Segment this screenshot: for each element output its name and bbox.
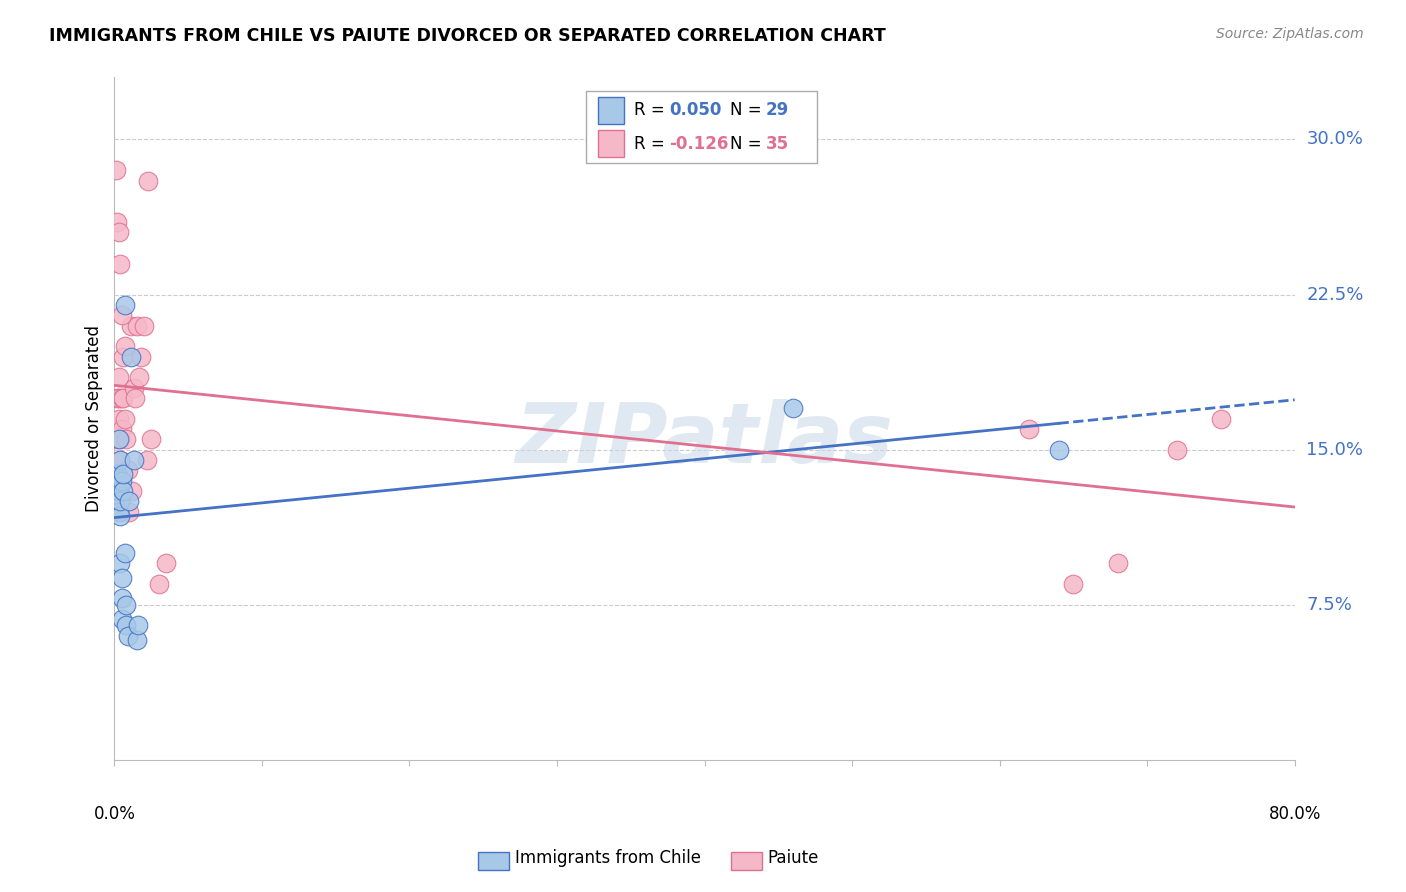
Point bbox=[148, 577, 170, 591]
Text: 7.5%: 7.5% bbox=[1306, 596, 1353, 614]
Point bbox=[1062, 577, 1084, 591]
Point bbox=[108, 432, 131, 446]
Point bbox=[1107, 556, 1129, 570]
Point bbox=[105, 480, 128, 494]
Point bbox=[124, 391, 146, 405]
Point bbox=[114, 298, 136, 312]
Point bbox=[122, 453, 145, 467]
Point bbox=[111, 474, 134, 488]
Text: 15.0%: 15.0% bbox=[1306, 441, 1364, 458]
Point bbox=[132, 318, 155, 333]
Point bbox=[155, 556, 177, 570]
Point bbox=[108, 226, 131, 240]
Text: R =: R = bbox=[634, 101, 669, 120]
Point bbox=[120, 350, 142, 364]
Text: Paiute: Paiute bbox=[768, 849, 820, 867]
Text: 22.5%: 22.5% bbox=[1306, 285, 1364, 303]
Text: 35: 35 bbox=[766, 135, 789, 153]
Point bbox=[105, 391, 128, 405]
FancyBboxPatch shape bbox=[599, 96, 624, 124]
Text: 80.0%: 80.0% bbox=[1268, 805, 1320, 823]
Point bbox=[110, 556, 132, 570]
Text: Immigrants from Chile: Immigrants from Chile bbox=[515, 849, 700, 867]
Point bbox=[108, 370, 131, 384]
Point bbox=[111, 422, 134, 436]
Point bbox=[138, 174, 160, 188]
Point bbox=[117, 463, 139, 477]
Point bbox=[125, 632, 148, 647]
Point bbox=[118, 494, 141, 508]
Point bbox=[108, 411, 131, 425]
Point bbox=[111, 391, 134, 405]
Point bbox=[104, 474, 127, 488]
Text: ZIPatlas: ZIPatlas bbox=[516, 399, 893, 480]
Text: 0.050: 0.050 bbox=[669, 101, 721, 120]
Point bbox=[114, 546, 136, 560]
Point bbox=[120, 318, 142, 333]
Text: N =: N = bbox=[731, 135, 768, 153]
Point bbox=[112, 350, 135, 364]
Point bbox=[115, 432, 138, 446]
Point bbox=[118, 505, 141, 519]
Point bbox=[108, 483, 131, 498]
Point bbox=[135, 453, 157, 467]
Point bbox=[105, 215, 128, 229]
Point bbox=[105, 467, 128, 482]
Point bbox=[110, 432, 132, 446]
Point bbox=[110, 256, 132, 270]
Point bbox=[112, 391, 135, 405]
Point bbox=[115, 598, 138, 612]
Point bbox=[105, 422, 128, 436]
Point bbox=[104, 163, 127, 178]
Point bbox=[110, 494, 132, 508]
FancyBboxPatch shape bbox=[586, 91, 817, 162]
Point bbox=[111, 612, 134, 626]
Point bbox=[110, 453, 132, 467]
Point bbox=[782, 401, 804, 416]
Point bbox=[117, 629, 139, 643]
Point bbox=[114, 339, 136, 353]
Point bbox=[112, 467, 135, 482]
Text: Source: ZipAtlas.com: Source: ZipAtlas.com bbox=[1216, 27, 1364, 41]
Point bbox=[1047, 442, 1070, 457]
Point bbox=[1166, 442, 1188, 457]
Point bbox=[1209, 411, 1232, 425]
Point bbox=[127, 618, 149, 632]
Point bbox=[114, 411, 136, 425]
Text: 29: 29 bbox=[766, 101, 789, 120]
Point bbox=[108, 505, 131, 519]
Point bbox=[111, 308, 134, 322]
Point bbox=[112, 483, 135, 498]
Text: N =: N = bbox=[731, 101, 768, 120]
FancyBboxPatch shape bbox=[599, 130, 624, 157]
Point bbox=[115, 618, 138, 632]
Point bbox=[111, 591, 134, 606]
Point bbox=[121, 483, 143, 498]
Text: -0.126: -0.126 bbox=[669, 135, 728, 153]
Text: 30.0%: 30.0% bbox=[1306, 130, 1364, 148]
Point bbox=[129, 350, 152, 364]
Point bbox=[105, 488, 128, 502]
Point bbox=[110, 508, 132, 523]
Point bbox=[125, 318, 148, 333]
Point bbox=[128, 370, 150, 384]
Point bbox=[110, 453, 132, 467]
Text: R =: R = bbox=[634, 135, 669, 153]
Point bbox=[1018, 422, 1040, 436]
Point bbox=[122, 380, 145, 394]
Point bbox=[111, 571, 134, 585]
Text: IMMIGRANTS FROM CHILE VS PAIUTE DIVORCED OR SEPARATED CORRELATION CHART: IMMIGRANTS FROM CHILE VS PAIUTE DIVORCED… bbox=[49, 27, 886, 45]
Point bbox=[108, 391, 131, 405]
Point bbox=[104, 432, 127, 446]
Text: 0.0%: 0.0% bbox=[93, 805, 135, 823]
Y-axis label: Divorced or Separated: Divorced or Separated bbox=[86, 325, 103, 512]
Point bbox=[141, 432, 163, 446]
